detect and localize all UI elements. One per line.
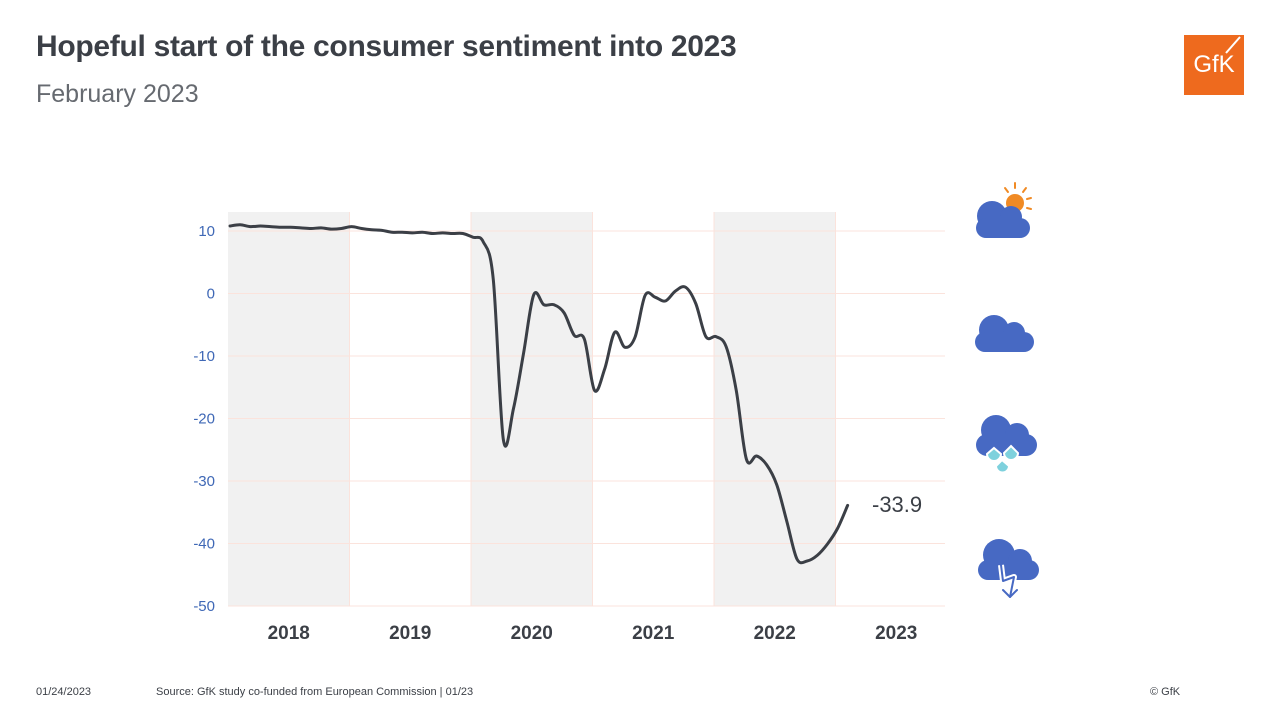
footer-source: Source: GfK study co-funded from Europea… [156,686,474,698]
y-tick-label: -50 [193,598,215,615]
y-tick-label: 10 [198,223,215,240]
x-year-label: 2023 [875,623,917,644]
shaded-band-2022 [714,212,836,606]
page-title: Hopeful start of the consumer sentiment … [36,30,737,63]
sentiment-line [228,223,850,565]
x-year-label: 2020 [511,623,553,644]
footer-date: 01/24/2023 [36,686,92,698]
gfk-logo: GfK [1184,35,1244,95]
rain-drops [985,444,1020,474]
lightning-arrow-inner [1000,564,1018,598]
last-value-label: -33.9 [872,492,922,517]
logo-text: GfK [1193,51,1235,78]
y-tick-label: 0 [207,286,215,303]
y-tick-label: -20 [193,411,215,428]
x-year-label: 2018 [268,623,310,644]
cloud-shape [976,201,1030,238]
y-tick-label: -10 [193,348,215,365]
logo-slash-icon [1225,36,1241,54]
page-subtitle: February 2023 [36,80,199,108]
shaded-band-2020 [471,212,593,606]
y-tick-label: -30 [193,473,215,490]
y-tick-label: -40 [193,536,215,553]
x-year-label: 2021 [632,623,675,644]
footer-copyright: © GfK [1150,686,1181,698]
storm-cloud-icon [978,539,1039,598]
shaded-band-2018 [228,212,350,606]
sun-cloud-icon [976,182,1032,238]
cloud-icon [975,315,1034,352]
x-year-label: 2019 [389,623,431,644]
sun-rays [1004,182,1032,210]
rain-cloud-icon [976,415,1037,474]
x-year-label: 2022 [754,623,796,644]
